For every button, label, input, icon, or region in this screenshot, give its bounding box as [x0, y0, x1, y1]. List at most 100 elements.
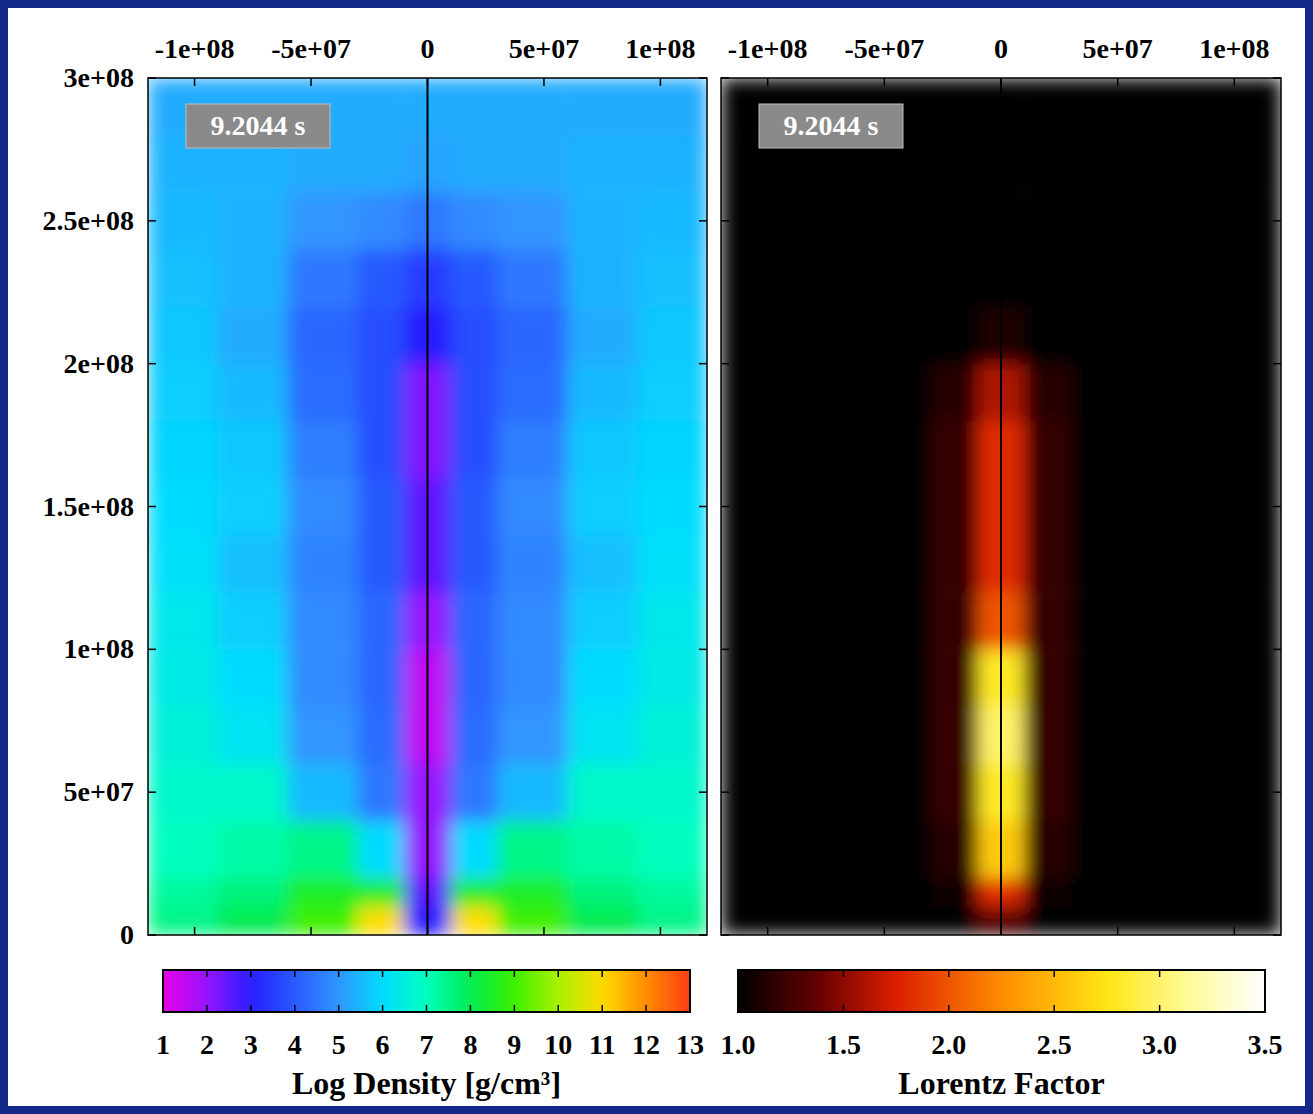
heat-cell	[567, 192, 637, 250]
y-tick	[1273, 649, 1281, 651]
heat-cell	[1141, 592, 1212, 650]
heat-cell	[497, 135, 567, 193]
colorbar-tick	[737, 1005, 739, 1012]
x-tick	[767, 78, 769, 86]
heat-cell	[451, 364, 498, 422]
heat-cell	[721, 249, 792, 307]
heat-cell	[148, 249, 218, 307]
heat-cell	[637, 478, 707, 536]
colorbar-tick-label: 3.0	[1142, 1029, 1177, 1060]
heat-cell	[1071, 135, 1142, 193]
y-tick	[148, 934, 156, 936]
heat-cell	[637, 249, 707, 307]
heat-cell	[1141, 649, 1212, 707]
heat-cell	[1024, 421, 1071, 479]
heat-cell	[148, 307, 218, 365]
colorbar-tick	[294, 970, 296, 977]
colorbar-tick	[1053, 1005, 1055, 1012]
heat-cell	[1024, 592, 1071, 650]
colorbar-tick	[948, 970, 950, 977]
x-tick	[1000, 78, 1002, 86]
heat-cell	[288, 249, 358, 307]
heat-cell	[497, 535, 567, 593]
heat-cell	[637, 821, 707, 879]
time-label: 9.2044 s	[759, 104, 903, 148]
heat-cell	[1071, 535, 1142, 593]
heat-cell	[1024, 192, 1071, 250]
heat-cell	[497, 764, 567, 822]
heat-cell	[1211, 192, 1281, 250]
colorbar-tick	[1264, 1005, 1266, 1012]
heat-cell	[451, 535, 498, 593]
heat-cell	[567, 821, 637, 879]
heat-cell	[1071, 249, 1142, 307]
heat-cell	[567, 307, 637, 365]
heat-cell	[451, 906, 498, 935]
heat-cell	[497, 192, 567, 250]
heat-cell	[148, 421, 218, 479]
y-tick-label: 5e+07	[64, 776, 134, 807]
heat-cell	[861, 535, 932, 593]
heat-cell	[931, 421, 978, 479]
y-tick-label: 1.5e+08	[43, 491, 134, 522]
heat-cell	[358, 78, 405, 136]
colorbar-tick	[250, 1005, 252, 1012]
y-tick	[148, 649, 156, 651]
colorbar-tick	[206, 970, 208, 977]
colorbar-tick-label: 2.0	[931, 1029, 966, 1060]
heat-cell	[288, 764, 358, 822]
colorbar-tick	[689, 970, 691, 977]
heat-cell	[791, 878, 862, 907]
heat-cell	[861, 307, 932, 365]
x-tick	[427, 927, 429, 935]
heat-cell	[451, 421, 498, 479]
heat-cell	[567, 249, 637, 307]
colorbar-tick-label: 2.5	[1037, 1029, 1072, 1060]
heat-cell	[1024, 906, 1071, 935]
x-tick-label: -1e+08	[155, 33, 235, 64]
heat-cell	[931, 249, 978, 307]
time-label-text: 9.2044 s	[784, 110, 879, 141]
heat-cell	[497, 421, 567, 479]
heat-cell	[721, 764, 792, 822]
colorbar-tick-label: 10	[544, 1029, 572, 1060]
y-tick	[148, 506, 156, 508]
heat-cell	[567, 78, 637, 136]
colorbar-tick	[843, 1005, 845, 1012]
heat-cell	[567, 878, 637, 907]
heat-cell	[218, 535, 288, 593]
plot-area	[148, 78, 707, 935]
heat-cell	[288, 478, 358, 536]
heat-cell	[1024, 706, 1071, 764]
heat-cell	[1141, 192, 1212, 250]
heat-cell	[931, 135, 978, 193]
x-tick-label: 1e+08	[625, 33, 695, 64]
heat-cell	[1211, 364, 1281, 422]
colorbar-title: Lorentz Factor	[898, 1065, 1104, 1101]
x-tick-label: -1e+08	[728, 33, 808, 64]
heat-cell	[218, 706, 288, 764]
heat-cell	[931, 364, 978, 422]
heat-cell	[497, 906, 567, 935]
heat-cell	[288, 535, 358, 593]
colorbar-tick-label: 1.0	[721, 1029, 756, 1060]
heat-cell	[791, 364, 862, 422]
heat-cell	[1071, 364, 1142, 422]
heat-cell	[497, 649, 567, 707]
colorbar-tick	[470, 1005, 472, 1012]
heat-cell	[721, 535, 792, 593]
heat-cell	[1071, 192, 1142, 250]
heat-cell	[1141, 307, 1212, 365]
heat-cell	[358, 878, 405, 907]
x-tick	[427, 78, 429, 86]
colorbar	[163, 970, 690, 1012]
y-tick	[1273, 506, 1281, 508]
y-tick	[721, 77, 729, 79]
heat-cell	[288, 649, 358, 707]
heat-cell	[451, 764, 498, 822]
heat-cell	[861, 478, 932, 536]
heat-cell	[1071, 78, 1142, 136]
y-tick	[699, 506, 707, 508]
colorbar-tick-label: 6	[376, 1029, 390, 1060]
heat-cell	[1211, 135, 1281, 193]
